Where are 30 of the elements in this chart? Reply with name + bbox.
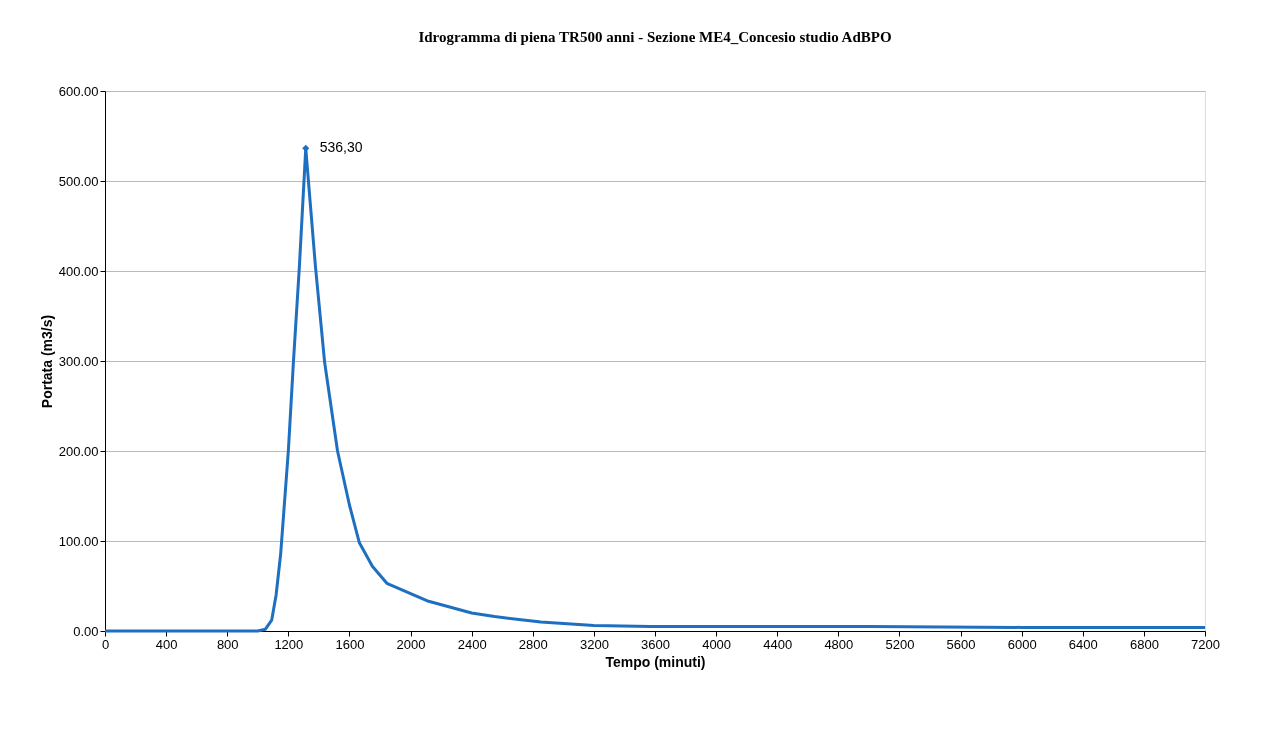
x-tick-label: 2800 [518, 636, 548, 652]
x-tick-label: 5600 [946, 636, 976, 652]
y-tick-label: 600.00 [58, 83, 99, 99]
x-tick-label: 5200 [885, 636, 915, 652]
annotation: 536,30 [319, 139, 363, 156]
y-tick-label: 300.00 [58, 353, 99, 369]
y-axis-title: Portata (m3/s) [38, 314, 55, 409]
x-tick-label: 800 [216, 636, 239, 652]
x-tick-label: 1600 [335, 636, 365, 652]
x-tick-label: 4000 [702, 636, 732, 652]
y-tick-label: 500.00 [58, 173, 99, 189]
x-tick-label: 6400 [1068, 636, 1098, 652]
x-tick-label: 400 [155, 636, 178, 652]
y-tick-label: 200.00 [58, 443, 99, 459]
chart-title: Idrogramma di piena TR500 anni - Sezione ME4_Concesio studio AdBPO [418, 29, 892, 45]
x-tick-label: 6000 [1007, 636, 1037, 652]
x-tick-label: 7200 [1191, 636, 1220, 652]
x-axis-title: Tempo (minuti) [605, 653, 706, 670]
y-tick-label: 400.00 [58, 263, 99, 279]
x-tick-label: 0 [101, 636, 110, 652]
y-tick-label: 0.00 [73, 623, 99, 639]
y-tick-label: 100.00 [58, 533, 99, 549]
x-tick-label: 2400 [457, 636, 487, 652]
x-tick-label: 4800 [824, 636, 854, 652]
x-tick-label: 3200 [579, 636, 609, 652]
x-tick-label: 3600 [641, 636, 670, 652]
x-tick-label: 2000 [396, 636, 426, 652]
x-tick-label: 4400 [763, 636, 793, 652]
x-tick-label: 6800 [1129, 636, 1159, 652]
x-tick-label: 1200 [274, 636, 304, 652]
